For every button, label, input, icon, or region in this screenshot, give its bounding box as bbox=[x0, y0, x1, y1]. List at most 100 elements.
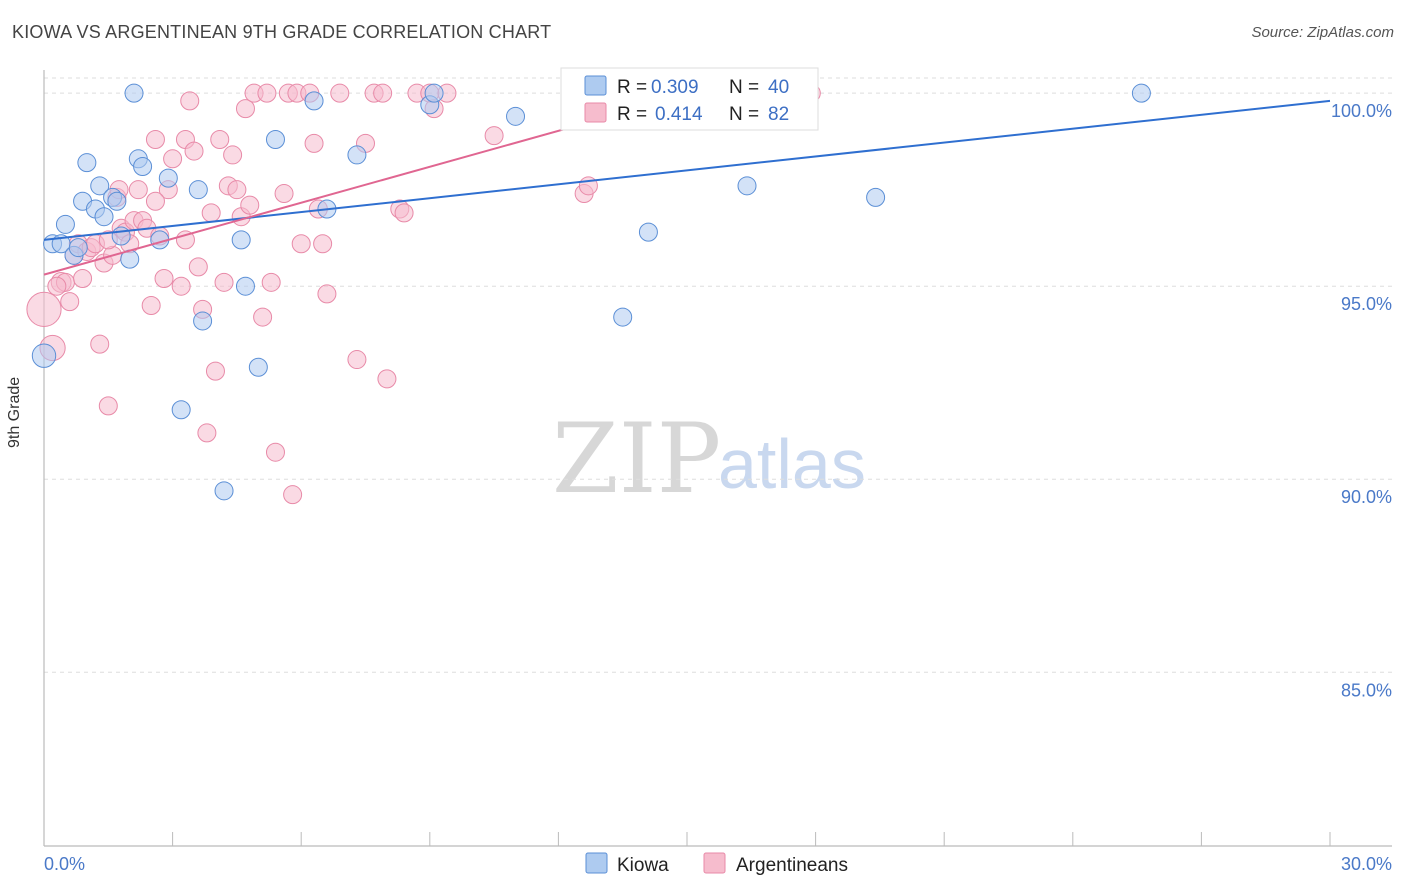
argentineans-point bbox=[188, 257, 208, 277]
kiowa-point bbox=[248, 357, 268, 377]
argentineans-point bbox=[227, 180, 247, 200]
kiowa-n-label: N = bbox=[729, 77, 759, 98]
chart-title: KIOWA VS ARGENTINEAN 9TH GRADE CORRELATI… bbox=[12, 22, 552, 42]
kiowa-point bbox=[171, 400, 191, 420]
y-tick-label: 100.0% bbox=[1331, 101, 1392, 121]
stats-legend: R = 0.309 N = 40 R = 0.414 N = 82 bbox=[560, 67, 819, 131]
source-credit: Source: ZipAtlas.com bbox=[1251, 24, 1394, 41]
argentineans-legend-swatch bbox=[584, 102, 607, 123]
kiowa-point bbox=[107, 191, 127, 211]
kiowa-point bbox=[133, 157, 153, 177]
argentineans-point bbox=[317, 284, 337, 304]
kiowa-point bbox=[235, 276, 255, 296]
kiowa-point bbox=[90, 176, 110, 196]
argentineans-point bbox=[184, 141, 204, 161]
kiowa-point bbox=[265, 129, 285, 149]
argentineans-point bbox=[291, 234, 311, 254]
y-tick-label: 95.0% bbox=[1341, 294, 1392, 314]
kiowa-point bbox=[866, 187, 886, 207]
kiowa-r-label: R = bbox=[617, 77, 647, 98]
argentineans-point bbox=[210, 129, 230, 149]
argentineans-point bbox=[313, 234, 333, 254]
kiowa-n-value: 40 bbox=[768, 77, 789, 98]
kiowa-series-swatch bbox=[585, 852, 608, 874]
kiowa-point bbox=[193, 311, 213, 331]
argentineans-point bbox=[330, 83, 350, 103]
kiowa-point bbox=[424, 83, 444, 103]
argentineans-point bbox=[205, 361, 225, 381]
kiowa-point bbox=[613, 307, 633, 327]
argentineans-point bbox=[26, 291, 62, 327]
argentineans-point bbox=[154, 268, 174, 288]
argentineans-point bbox=[145, 129, 165, 149]
kiowa-point bbox=[188, 180, 208, 200]
kiowa-point bbox=[158, 168, 178, 188]
argentineans-point bbox=[201, 203, 221, 223]
argentineans-point bbox=[240, 195, 260, 215]
argentineans-point bbox=[265, 442, 285, 462]
kiowa-point bbox=[231, 230, 251, 250]
kiowa-point bbox=[77, 153, 97, 173]
argentineans-point bbox=[163, 149, 183, 169]
argentineans-point bbox=[171, 276, 191, 296]
kiowa-point bbox=[111, 226, 131, 246]
kiowa-point bbox=[68, 238, 88, 258]
argentineans-point bbox=[47, 276, 67, 296]
argentineans-point bbox=[60, 292, 80, 312]
argentineans-point bbox=[128, 180, 148, 200]
argentineans-point bbox=[304, 133, 324, 153]
kiowa-point bbox=[94, 207, 114, 227]
y-tick-label: 90.0% bbox=[1341, 487, 1392, 507]
argentineans-point bbox=[90, 334, 110, 354]
kiowa-point bbox=[506, 106, 526, 126]
watermark-zip: ZIP bbox=[552, 403, 721, 515]
y-tick-labels: 85.0% 90.0% 95.0% 100.0% bbox=[1331, 101, 1392, 700]
x-tick-label-max: 30.0% bbox=[1341, 854, 1392, 874]
argentineans-point bbox=[145, 191, 165, 211]
argentineans-point bbox=[394, 203, 414, 223]
y-tick-label: 85.0% bbox=[1341, 680, 1392, 700]
x-axis-ticks bbox=[43, 832, 1331, 846]
argentineans-n-value: 82 bbox=[768, 104, 789, 125]
kiowa-r-value: 0.309 bbox=[651, 77, 699, 98]
kiowa-trend-line bbox=[43, 99, 1331, 241]
kiowa-point bbox=[737, 176, 757, 196]
argentineans-point bbox=[484, 126, 504, 146]
kiowa-point bbox=[638, 222, 658, 242]
argentineans-point bbox=[235, 99, 255, 119]
argentineans-point bbox=[223, 145, 243, 165]
kiowa-point bbox=[55, 214, 75, 234]
argentineans-point bbox=[347, 350, 367, 370]
argentineans-n-label: N = bbox=[729, 104, 759, 125]
argentineans-point bbox=[180, 91, 200, 111]
watermark-atlas: atlas bbox=[718, 425, 866, 503]
kiowa-legend-swatch bbox=[584, 75, 607, 96]
argentineans-point bbox=[253, 307, 273, 327]
argentineans-point bbox=[377, 369, 397, 389]
argentineans-series-swatch bbox=[703, 852, 726, 874]
kiowa-point bbox=[124, 83, 144, 103]
kiowa-point bbox=[347, 145, 367, 165]
kiowa-point bbox=[304, 91, 324, 111]
argentineans-series-label: Argentineans bbox=[736, 855, 848, 876]
kiowa-point bbox=[1131, 83, 1151, 103]
series-legend: Kiowa Argentineans bbox=[585, 852, 848, 876]
argentineans-point bbox=[257, 83, 277, 103]
argentineans-point bbox=[98, 396, 118, 416]
argentineans-point bbox=[214, 272, 234, 292]
argentineans-point bbox=[373, 83, 393, 103]
argentineans-point bbox=[141, 296, 161, 316]
x-tick-label-min: 0.0% bbox=[44, 854, 85, 874]
kiowa-point bbox=[31, 343, 57, 368]
kiowa-series-label: Kiowa bbox=[617, 855, 669, 876]
kiowa-points bbox=[31, 83, 1151, 501]
argentineans-r-value: 0.414 bbox=[655, 104, 703, 125]
argentineans-point bbox=[73, 268, 93, 288]
kiowa-point bbox=[214, 481, 234, 501]
argentineans-point bbox=[274, 184, 294, 204]
argentineans-point bbox=[197, 423, 217, 443]
argentineans-point bbox=[283, 485, 303, 505]
argentineans-point bbox=[261, 272, 281, 292]
argentineans-r-label: R = bbox=[617, 104, 647, 125]
